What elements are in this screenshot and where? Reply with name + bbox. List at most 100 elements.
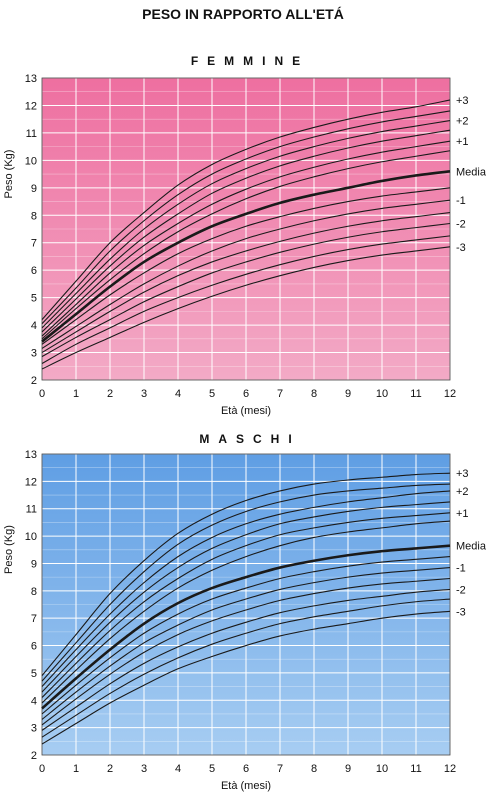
series-label: -1 — [456, 195, 466, 207]
plot-border — [41, 77, 451, 381]
series-label: +3 — [456, 468, 469, 480]
x-tick-label: 6 — [243, 763, 249, 775]
y-tick-label: 7 — [31, 613, 37, 625]
x-tick-label: 3 — [141, 763, 147, 775]
y-tick-label: 6 — [31, 641, 37, 653]
series-line-plus3 — [41, 472, 451, 677]
page-title: PESO IN RAPPORTO ALL'ETÁ — [142, 6, 344, 22]
series-line — [41, 235, 451, 365]
y-tick-label: 13 — [25, 449, 37, 461]
x-tick-label: 8 — [311, 763, 317, 775]
y-tick-label: 10 — [25, 531, 37, 543]
x-tick-label: 12 — [444, 763, 456, 775]
series-label: Media — [456, 541, 486, 553]
series-line — [41, 211, 451, 354]
series-line-plus3 — [41, 99, 451, 320]
y-tick-label: 3 — [31, 348, 37, 360]
series-label: +1 — [456, 136, 469, 148]
y-tick-label: 13 — [25, 73, 37, 85]
series-line-plus2 — [41, 120, 451, 329]
series-label: -2 — [456, 219, 466, 231]
y-tick-label: 10 — [25, 155, 37, 167]
series-line-media — [41, 170, 451, 343]
series-label: -3 — [456, 242, 466, 254]
y-tick-label: 9 — [31, 183, 37, 195]
series-label: -2 — [456, 584, 466, 596]
series-line — [41, 187, 451, 345]
series-label: +2 — [456, 116, 469, 128]
y-tick-label: 4 — [31, 320, 37, 332]
series-line — [41, 501, 451, 693]
x-tick-label: 10 — [376, 763, 388, 775]
series-line — [41, 598, 451, 738]
y-tick-label: 4 — [31, 695, 37, 707]
y-axis-label: Peso (Kg) — [3, 150, 15, 199]
y-tick-label: 7 — [31, 238, 37, 250]
series-label: +1 — [456, 508, 469, 520]
series-line — [41, 577, 451, 726]
series-line-minus2 — [41, 588, 451, 731]
x-tick-label: 4 — [175, 388, 181, 400]
x-tick-label: 3 — [141, 388, 147, 400]
x-tick-label: 7 — [277, 763, 283, 775]
y-tick-label: 12 — [25, 476, 37, 488]
series-line-plus2 — [41, 490, 451, 687]
y-tick-label: 8 — [31, 586, 37, 598]
x-tick-label: 1 — [73, 763, 79, 775]
series-line-minus3 — [41, 610, 451, 745]
y-tick-label: 8 — [31, 210, 37, 222]
x-tick-label: 0 — [39, 763, 45, 775]
x-tick-label: 2 — [107, 388, 113, 400]
series-line-minus3 — [41, 246, 451, 370]
x-tick-label: 10 — [376, 388, 388, 400]
x-tick-label: 12 — [444, 388, 456, 400]
x-tick-label: 2 — [107, 763, 113, 775]
series-label: +2 — [456, 486, 469, 498]
y-tick-label: 11 — [26, 128, 37, 140]
y-tick-label: 11 — [26, 504, 37, 516]
y-tick-label: 12 — [25, 100, 37, 112]
x-tick-label: 9 — [345, 763, 351, 775]
series-line — [41, 129, 451, 333]
x-tick-label: 1 — [73, 388, 79, 400]
series-line-media — [41, 544, 451, 710]
y-tick-label: 2 — [31, 750, 37, 762]
x-tick-label: 8 — [311, 388, 317, 400]
y-tick-label: 5 — [31, 668, 37, 680]
x-axis-label: Età (mesi) — [221, 405, 271, 417]
x-tick-label: 11 — [410, 388, 421, 400]
plot-border — [41, 453, 451, 756]
series-line — [41, 520, 451, 704]
series-line-minus2 — [41, 222, 451, 358]
series-line-plus1 — [41, 140, 451, 337]
y-tick-label: 2 — [31, 375, 37, 387]
chart-title: MASCHI — [199, 432, 300, 446]
x-tick-label: 6 — [243, 388, 249, 400]
y-tick-label: 5 — [31, 293, 37, 305]
x-axis-label: Età (mesi) — [221, 780, 271, 792]
series-line-plus1 — [41, 512, 451, 698]
series-label: -3 — [456, 606, 466, 618]
x-tick-label: 5 — [209, 763, 215, 775]
series-line — [41, 110, 451, 325]
series-line — [41, 483, 451, 682]
x-tick-label: 9 — [345, 388, 351, 400]
y-tick-label: 6 — [31, 265, 37, 277]
chart-title: FEMMINE — [191, 54, 309, 68]
x-tick-label: 7 — [277, 388, 283, 400]
series-label: -1 — [456, 563, 466, 575]
series-label: +3 — [456, 95, 469, 107]
x-tick-label: 5 — [209, 388, 215, 400]
x-tick-label: 4 — [175, 763, 181, 775]
y-tick-label: 3 — [31, 723, 37, 735]
series-label: Media — [456, 166, 486, 178]
series-line-minus1 — [41, 567, 451, 720]
series-line-minus1 — [41, 199, 451, 349]
series-line — [41, 150, 451, 340]
y-tick-label: 9 — [31, 558, 37, 570]
y-axis-label: Peso (Kg) — [3, 525, 15, 574]
x-tick-label: 0 — [39, 388, 45, 400]
series-line — [41, 556, 451, 715]
